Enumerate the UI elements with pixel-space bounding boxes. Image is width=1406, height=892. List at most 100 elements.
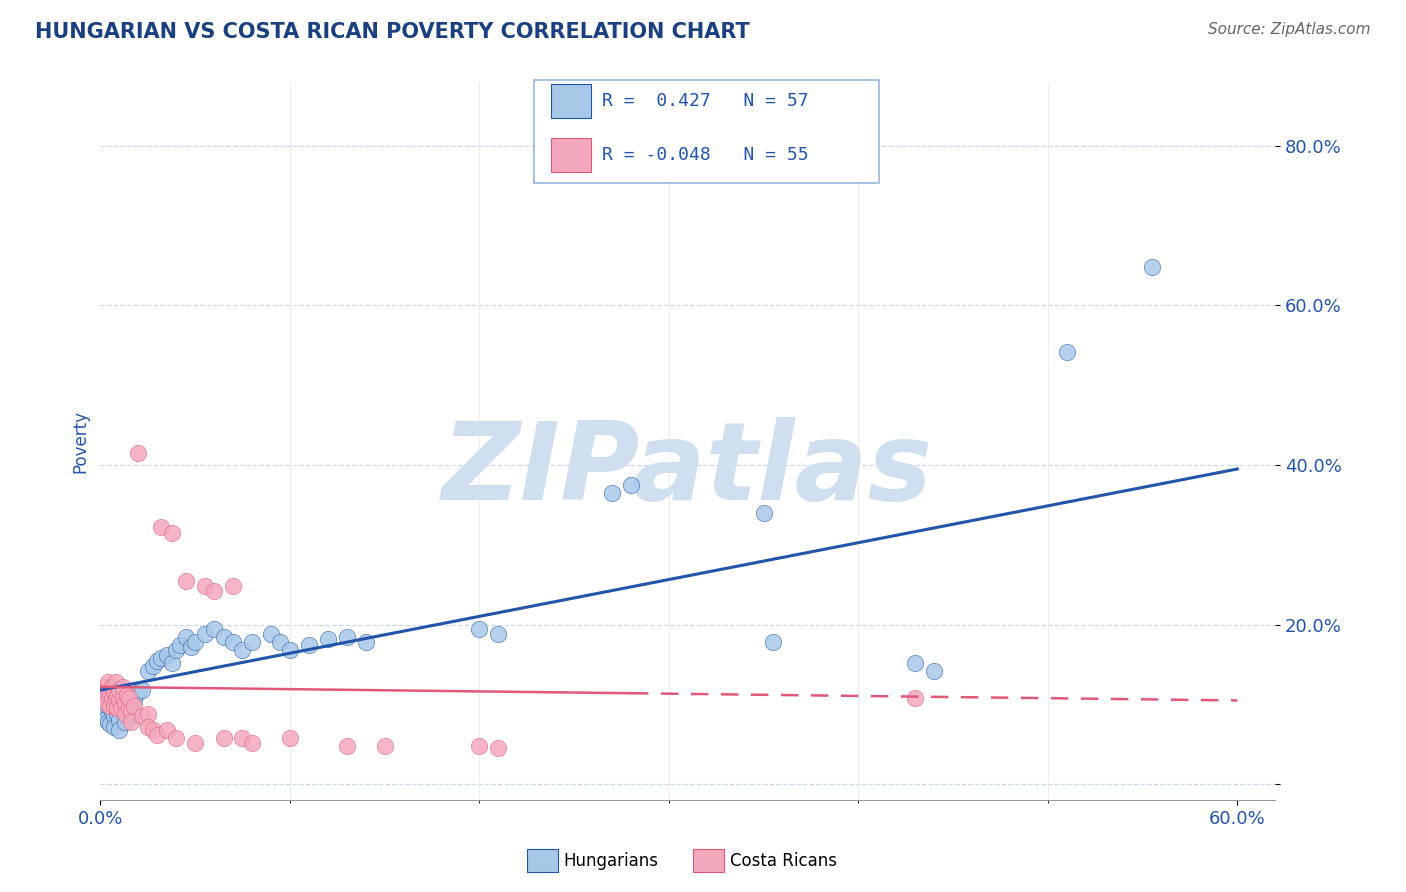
Point bbox=[97, 675, 120, 690]
Point bbox=[108, 723, 131, 737]
Point bbox=[103, 709, 125, 723]
Point bbox=[100, 680, 122, 694]
Point bbox=[156, 723, 179, 737]
Text: R = -0.048   N = 55: R = -0.048 N = 55 bbox=[602, 146, 808, 164]
Point bbox=[336, 739, 359, 753]
Point bbox=[93, 698, 115, 712]
Point bbox=[114, 714, 136, 729]
Point bbox=[174, 630, 197, 644]
Point bbox=[922, 664, 945, 678]
Point bbox=[98, 699, 121, 714]
Point bbox=[150, 651, 173, 665]
Point bbox=[222, 579, 245, 593]
Point bbox=[202, 584, 225, 599]
Point bbox=[107, 701, 129, 715]
Point bbox=[260, 627, 283, 641]
Point bbox=[131, 709, 153, 723]
Point bbox=[127, 685, 149, 699]
Point bbox=[120, 714, 142, 729]
Point bbox=[142, 723, 165, 737]
Point bbox=[112, 691, 135, 706]
Point bbox=[180, 640, 202, 654]
Point bbox=[165, 731, 187, 745]
Point bbox=[112, 680, 135, 694]
Point bbox=[107, 706, 129, 721]
Point bbox=[104, 701, 127, 715]
Point bbox=[162, 525, 184, 540]
Point bbox=[212, 630, 235, 644]
Text: Source: ZipAtlas.com: Source: ZipAtlas.com bbox=[1208, 22, 1371, 37]
Point bbox=[136, 720, 159, 734]
Point bbox=[131, 683, 153, 698]
Text: Costa Ricans: Costa Ricans bbox=[730, 852, 837, 870]
Point bbox=[486, 741, 509, 756]
Point bbox=[115, 688, 138, 702]
Point bbox=[269, 635, 291, 649]
Point bbox=[142, 659, 165, 673]
Point bbox=[184, 635, 207, 649]
Point bbox=[124, 699, 146, 714]
Text: HUNGARIAN VS COSTA RICAN POVERTY CORRELATION CHART: HUNGARIAN VS COSTA RICAN POVERTY CORRELA… bbox=[35, 22, 749, 42]
Point bbox=[278, 731, 301, 745]
Y-axis label: Poverty: Poverty bbox=[72, 409, 89, 473]
Point bbox=[94, 685, 117, 699]
Point bbox=[97, 714, 120, 729]
Text: ZIPatlas: ZIPatlas bbox=[443, 417, 934, 523]
Point bbox=[202, 622, 225, 636]
Point bbox=[620, 478, 643, 492]
Point bbox=[108, 714, 131, 728]
Point bbox=[114, 696, 136, 710]
Point bbox=[118, 691, 141, 706]
Point bbox=[136, 706, 159, 721]
Point bbox=[193, 579, 215, 593]
Point bbox=[231, 731, 253, 745]
Point bbox=[112, 704, 135, 718]
Point bbox=[468, 622, 491, 636]
Point bbox=[98, 693, 121, 707]
Point bbox=[91, 701, 114, 715]
Point bbox=[108, 683, 131, 698]
Point bbox=[904, 656, 927, 670]
Point bbox=[184, 736, 207, 750]
Point bbox=[222, 635, 245, 649]
Point bbox=[100, 691, 122, 706]
Point bbox=[240, 635, 263, 649]
Point bbox=[146, 728, 169, 742]
Point bbox=[127, 446, 149, 460]
Point bbox=[752, 506, 775, 520]
Point bbox=[193, 627, 215, 641]
Point bbox=[336, 630, 359, 644]
Point bbox=[165, 643, 187, 657]
Point bbox=[231, 643, 253, 657]
Point bbox=[104, 691, 127, 706]
Point bbox=[1056, 344, 1078, 359]
Point bbox=[136, 664, 159, 678]
Point bbox=[104, 675, 127, 690]
Point bbox=[94, 712, 117, 726]
Point bbox=[762, 635, 785, 649]
Point bbox=[98, 688, 121, 702]
Point bbox=[298, 638, 321, 652]
Point bbox=[174, 574, 197, 588]
Point bbox=[97, 683, 120, 698]
Point bbox=[240, 736, 263, 750]
Point bbox=[156, 648, 179, 662]
Point bbox=[278, 643, 301, 657]
Point bbox=[600, 486, 623, 500]
Point bbox=[374, 739, 396, 753]
Point bbox=[103, 720, 125, 734]
Point bbox=[150, 520, 173, 534]
Point bbox=[354, 635, 377, 649]
Point bbox=[118, 701, 141, 715]
Point bbox=[97, 699, 120, 714]
Point bbox=[93, 706, 115, 721]
Point bbox=[904, 691, 927, 706]
Point bbox=[94, 704, 117, 718]
Point bbox=[1140, 260, 1163, 274]
Point bbox=[468, 739, 491, 753]
Point bbox=[212, 731, 235, 745]
Point bbox=[107, 688, 129, 702]
Point bbox=[120, 709, 142, 723]
Point bbox=[91, 683, 114, 698]
Point bbox=[169, 638, 191, 652]
